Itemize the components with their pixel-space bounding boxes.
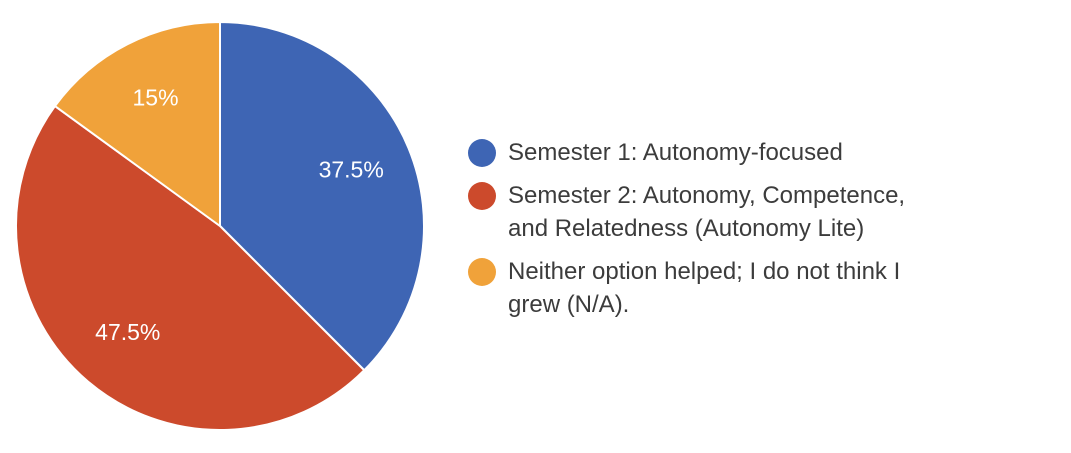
legend-label-semester-2-line-2: and Relatedness (Autonomy Lite) [508,215,865,242]
pie-slice-label-2: 15% [133,85,179,111]
legend-label-semester-2-line-1: Semester 2: Autonomy, Competence, [508,182,906,209]
legend-item-semester-1: Semester 1: Autonomy-focused [468,136,1028,169]
pie-slice-0 [219,21,425,372]
legend: Semester 1: Autonomy-focused Semester 2:… [468,136,1028,331]
legend-swatch-semester-2 [468,182,496,210]
legend-label-neither-line-2: grew (N/A). [508,291,630,318]
legend-label-neither-line-1: Neither option helped; I do not think I [508,258,901,285]
pie-chart: 37.5% 47.5% 15% [15,21,425,431]
legend-item-neither: Neither option helped; I do not think I … [468,255,1028,321]
pie-slice-2 [53,21,221,227]
pie-slices [15,21,425,431]
legend-swatch-neither [468,258,496,286]
legend-item-semester-2: Semester 2: Autonomy, Competence, and Re… [468,179,1028,245]
legend-swatch-semester-1 [468,139,496,167]
pie-labels: 37.5% 47.5% 15% [95,85,384,346]
pie-slice-1 [15,105,366,431]
pie-slice-label-1: 47.5% [95,319,160,345]
pie-slice-label-0: 37.5% [319,157,384,183]
legend-label-semester-1-line-1: Semester 1: Autonomy-focused [508,139,843,166]
